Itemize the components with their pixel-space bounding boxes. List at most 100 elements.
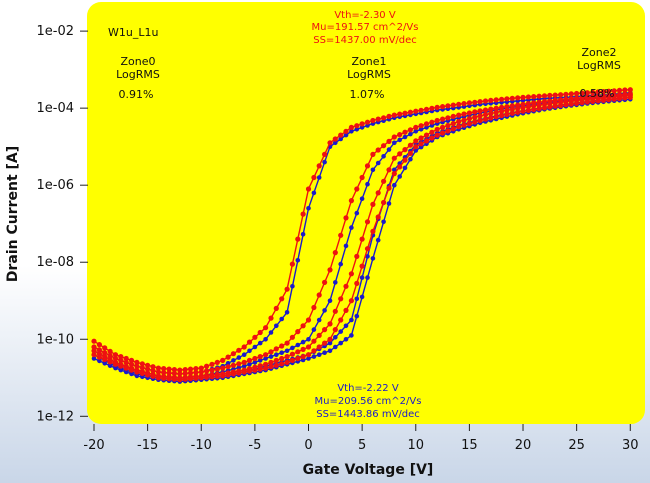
data-point xyxy=(332,250,338,256)
data-point xyxy=(568,91,574,97)
data-point xyxy=(338,261,344,267)
data-point xyxy=(268,349,274,355)
data-point xyxy=(354,186,360,192)
data-point xyxy=(91,344,97,350)
data-point xyxy=(306,356,311,361)
data-point xyxy=(627,94,633,100)
data-point xyxy=(268,354,274,359)
data-point xyxy=(112,355,119,362)
data-point xyxy=(171,370,177,376)
data-point xyxy=(493,105,499,111)
data-point xyxy=(429,129,435,135)
x-tick-label: 25 xyxy=(568,438,585,453)
x-tick-label: 30 xyxy=(622,438,639,453)
data-point xyxy=(338,296,344,302)
data-point xyxy=(568,101,574,107)
data-point xyxy=(123,369,129,375)
data-point xyxy=(365,275,370,280)
data-point xyxy=(134,369,140,375)
data-point xyxy=(541,93,548,99)
data-point xyxy=(397,164,403,170)
data-point xyxy=(584,99,591,105)
data-point xyxy=(461,117,467,123)
y-tick-label: 1e-10 xyxy=(36,332,74,347)
data-point xyxy=(112,361,119,367)
data-point xyxy=(590,98,596,104)
x-tick-label: -10 xyxy=(191,438,212,453)
data-point xyxy=(193,369,199,376)
data-point xyxy=(354,123,360,129)
data-point xyxy=(209,361,215,367)
data-point xyxy=(381,219,386,225)
data-point xyxy=(423,106,430,112)
data-point xyxy=(338,340,344,346)
data-point xyxy=(230,362,236,368)
data-point xyxy=(375,116,381,122)
data-point xyxy=(520,94,526,100)
data-point xyxy=(504,96,510,102)
data-point xyxy=(327,336,333,342)
data-point xyxy=(370,256,376,261)
data-point xyxy=(311,354,317,359)
data-point xyxy=(499,104,505,110)
data-point xyxy=(236,361,242,367)
data-point xyxy=(150,364,156,370)
data-point xyxy=(193,366,199,372)
bottom-mu: Mu=209.56 cm^2/Vs xyxy=(315,396,422,407)
data-point xyxy=(284,354,290,360)
data-point xyxy=(402,157,408,163)
data-point xyxy=(134,359,140,365)
data-point xyxy=(547,92,553,98)
data-point xyxy=(123,355,129,362)
data-point xyxy=(574,100,580,106)
data-point xyxy=(182,370,188,376)
data-point xyxy=(273,346,279,352)
data-point xyxy=(247,362,252,367)
data-point xyxy=(279,355,285,362)
data-point xyxy=(595,98,601,104)
data-point xyxy=(477,117,483,124)
zone0-value: 0.91% xyxy=(119,88,154,101)
data-point xyxy=(246,368,253,374)
data-point xyxy=(91,338,97,344)
data-point xyxy=(231,358,236,363)
data-point xyxy=(386,185,392,191)
data-point xyxy=(187,376,194,382)
data-point xyxy=(445,115,451,121)
data-point xyxy=(306,337,311,342)
data-point xyxy=(579,90,585,96)
data-point xyxy=(456,124,462,130)
data-point xyxy=(273,305,279,311)
data-point xyxy=(187,370,194,376)
data-point xyxy=(284,310,290,315)
data-point xyxy=(284,348,290,354)
data-point xyxy=(311,327,317,332)
data-point xyxy=(177,371,183,377)
data-point xyxy=(289,334,295,340)
data-point xyxy=(252,355,258,362)
data-point xyxy=(440,104,446,110)
data-point xyxy=(391,112,397,118)
data-point xyxy=(241,363,247,369)
data-point xyxy=(338,317,344,323)
data-point xyxy=(509,110,515,116)
data-point xyxy=(273,357,279,363)
bottom-ss: SS=1443.86 mV/dec xyxy=(316,409,420,420)
axes: -20 -15 -10 -5 0 5 10 15 20 25 30 1e-12 1e-10 1e-08 1e… xyxy=(36,24,638,453)
zone0-metric: LogRMS xyxy=(116,68,160,81)
data-point xyxy=(413,144,419,150)
data-point xyxy=(386,147,392,152)
data-point xyxy=(241,369,247,375)
data-point xyxy=(499,112,505,119)
data-point xyxy=(349,333,354,338)
data-point xyxy=(365,181,370,187)
data-point xyxy=(155,375,161,381)
data-point xyxy=(279,361,285,367)
data-point xyxy=(525,104,532,110)
zone2-metric: LogRMS xyxy=(577,59,621,72)
data-point xyxy=(461,111,467,117)
data-point xyxy=(627,87,633,93)
data-point xyxy=(434,126,440,132)
data-point xyxy=(295,236,301,242)
data-point xyxy=(493,97,499,103)
